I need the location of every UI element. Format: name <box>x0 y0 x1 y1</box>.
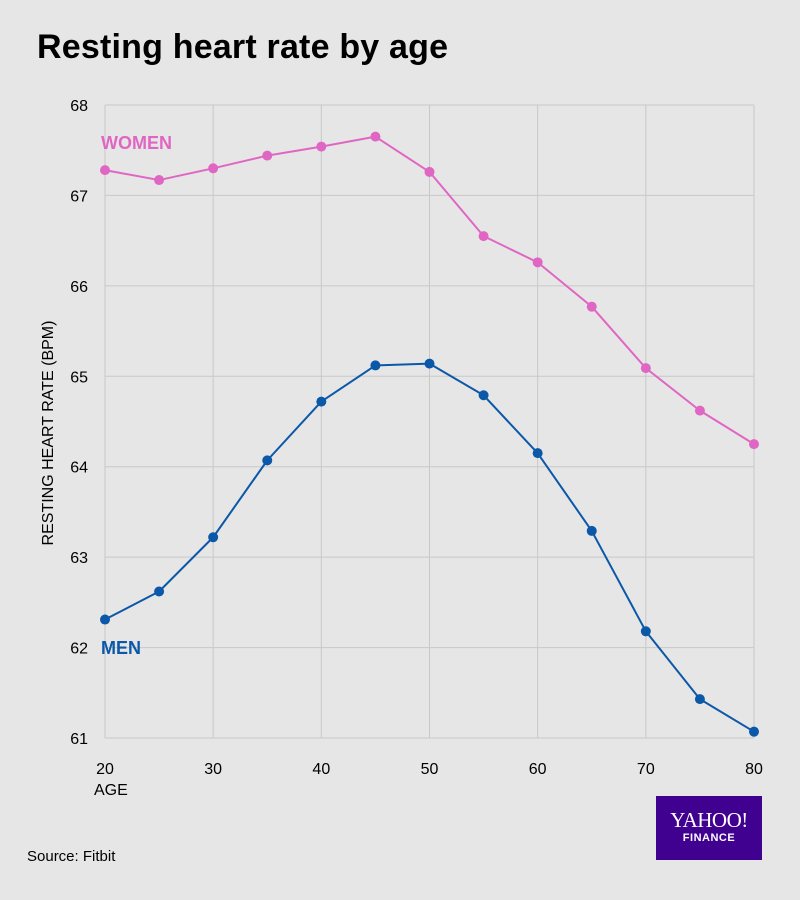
x-tick-label: 40 <box>312 761 330 778</box>
chart-title: Resting heart rate by age <box>37 28 449 66</box>
yahoo-finance-logo: YAHOO! FINANCE <box>656 796 762 860</box>
data-point-women <box>100 165 110 176</box>
data-point-men <box>749 726 759 737</box>
y-tick-label: 67 <box>70 188 88 205</box>
y-axis-label: RESTING HEART RATE (BPM) <box>40 321 57 546</box>
x-axis-label: AGE <box>94 782 128 799</box>
data-point-men <box>370 360 381 371</box>
y-tick-label: 62 <box>70 641 88 658</box>
data-point-men <box>316 396 327 407</box>
axis-ticks: 20 30 40 50 60 70 80 61 62 63 64 65 66 67 68 <box>70 98 763 778</box>
y-tick-label: 65 <box>70 369 88 386</box>
logo-wordmark: YAHOO! <box>670 808 748 832</box>
logo-subtitle: FINANCE <box>682 832 736 844</box>
data-point-women <box>586 301 597 312</box>
data-point-men <box>154 586 165 597</box>
data-point-women <box>154 175 165 186</box>
y-tick-label: 61 <box>70 731 88 748</box>
data-point-women <box>370 131 381 142</box>
data-point-men <box>478 390 489 401</box>
series-label-men: MEN <box>101 638 141 658</box>
data-point-men <box>694 694 705 705</box>
x-tick-label: 70 <box>637 761 655 778</box>
x-tick-label: 30 <box>204 761 222 778</box>
series-men <box>100 358 759 737</box>
x-tick-label: 50 <box>421 761 439 778</box>
data-point-women <box>694 405 705 416</box>
data-point-men <box>100 614 110 625</box>
x-tick-label: 20 <box>96 761 114 778</box>
data-point-men <box>532 448 543 459</box>
source-note: Source: Fitbit <box>27 848 116 865</box>
y-tick-label: 66 <box>70 279 88 296</box>
data-point-men <box>262 455 273 466</box>
data-point-women <box>478 231 489 242</box>
data-point-men <box>586 525 597 536</box>
y-tick-label: 68 <box>70 98 88 115</box>
data-point-women <box>640 363 651 374</box>
data-point-women <box>749 439 759 450</box>
series <box>100 131 759 737</box>
series-women <box>100 131 759 450</box>
data-point-women <box>532 257 543 268</box>
y-tick-label: 64 <box>70 460 88 477</box>
x-tick-label: 80 <box>745 761 763 778</box>
data-point-women <box>208 163 219 174</box>
data-point-women <box>262 150 273 161</box>
data-point-men <box>424 358 435 369</box>
data-point-men <box>640 626 651 637</box>
data-point-men <box>208 532 219 543</box>
series-label-women: WOMEN <box>101 133 172 153</box>
grid <box>104 104 755 739</box>
x-tick-label: 60 <box>529 761 547 778</box>
data-point-women <box>316 141 327 152</box>
y-tick-label: 63 <box>70 550 88 567</box>
data-point-women <box>424 166 435 177</box>
